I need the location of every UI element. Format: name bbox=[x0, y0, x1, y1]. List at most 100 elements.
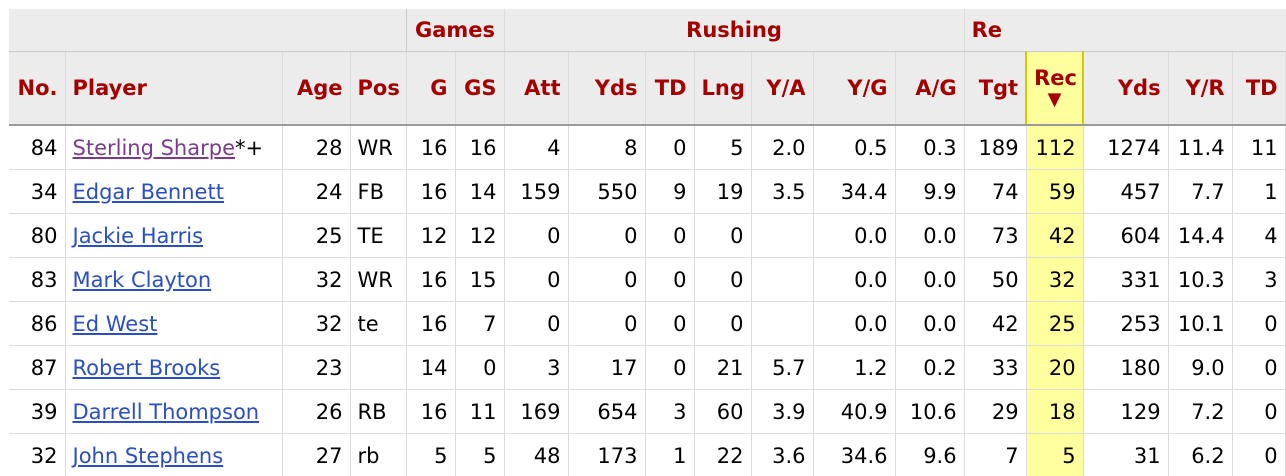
col-header-pos[interactable]: Pos bbox=[350, 51, 407, 126]
cell-rush-yds: 654 bbox=[568, 389, 646, 434]
col-header-no[interactable]: No. bbox=[9, 51, 66, 126]
cell-ya bbox=[751, 213, 814, 258]
col-header-player[interactable]: Player bbox=[65, 51, 283, 126]
cell-pos: WR bbox=[350, 125, 407, 170]
col-header-yr[interactable]: Y/R bbox=[1168, 51, 1233, 126]
cell-ag: 9.9 bbox=[895, 169, 965, 214]
cell-yg: 0.0 bbox=[813, 257, 896, 302]
cell-rec: 32 bbox=[1026, 257, 1084, 302]
cell-gs: 0 bbox=[455, 345, 505, 390]
cell-ya: 3.6 bbox=[751, 433, 814, 476]
cell-rush-yds: 550 bbox=[568, 169, 646, 214]
col-header-att[interactable]: Att bbox=[504, 51, 569, 126]
table-row: 87 Robert Brooks 23 14 0 3 17 0 21 5.7 1.2 0.2 33 20 1… bbox=[9, 345, 1286, 390]
col-header-tgt[interactable]: Tgt bbox=[964, 51, 1027, 126]
cell-yg: 34.6 bbox=[813, 433, 896, 476]
cell-age: 24 bbox=[282, 169, 351, 214]
cell-age: 26 bbox=[282, 389, 351, 434]
col-header-gs[interactable]: GS bbox=[455, 51, 505, 126]
cell-player: Sterling Sharpe*+ bbox=[65, 125, 283, 170]
col-header-rec-sorted[interactable]: Rec ▼ bbox=[1025, 51, 1085, 126]
table-row: 86 Ed West 32 te 16 7 0 0 0 0 0.0 0.0 42 25 253 10.1 0 bbox=[9, 301, 1286, 346]
sort-descending-icon: ▼ bbox=[1047, 89, 1062, 110]
cell-player: Mark Clayton bbox=[65, 257, 283, 302]
cell-att: 3 bbox=[504, 345, 569, 390]
cell-yr: 10.1 bbox=[1168, 301, 1233, 346]
col-header-rec-yds[interactable]: Yds bbox=[1083, 51, 1169, 126]
cell-rush-yds: 8 bbox=[568, 125, 646, 170]
cell-age: 32 bbox=[282, 301, 351, 346]
cell-no: 87 bbox=[9, 345, 66, 390]
col-header-age[interactable]: Age bbox=[282, 51, 351, 126]
col-header-rush-td[interactable]: TD bbox=[645, 51, 695, 126]
cell-rec: 25 bbox=[1026, 301, 1084, 346]
cell-g: 16 bbox=[406, 125, 456, 170]
cell-rec-td: 0 bbox=[1232, 345, 1286, 390]
cell-lng: 19 bbox=[694, 169, 752, 214]
cell-rec: 5 bbox=[1026, 433, 1084, 476]
cell-rec-td: 11 bbox=[1232, 125, 1286, 170]
cell-ya bbox=[751, 301, 814, 346]
col-header-lng[interactable]: Lng bbox=[694, 51, 752, 126]
table-row: 34 Edgar Bennett 24 FB 16 14 159 550 9 19 3.5 34.4 9… bbox=[9, 169, 1286, 214]
cell-att: 0 bbox=[504, 213, 569, 258]
col-header-yg[interactable]: Y/G bbox=[813, 51, 896, 126]
col-header-g[interactable]: G bbox=[406, 51, 456, 126]
cell-player: Darrell Thompson bbox=[65, 389, 283, 434]
group-header-row: Games Rushing Re bbox=[9, 9, 1286, 52]
cell-yr: 14.4 bbox=[1168, 213, 1233, 258]
cell-age: 27 bbox=[282, 433, 351, 476]
cell-rec-td: 4 bbox=[1232, 213, 1286, 258]
player-link[interactable]: Ed West bbox=[72, 311, 158, 336]
cell-gs: 16 bbox=[455, 125, 505, 170]
cell-ag: 0.0 bbox=[895, 257, 965, 302]
cell-rec-td: 0 bbox=[1232, 389, 1286, 434]
cell-gs: 15 bbox=[455, 257, 505, 302]
cell-rec: 112 bbox=[1026, 125, 1084, 170]
cell-ya: 3.5 bbox=[751, 169, 814, 214]
player-link[interactable]: Darrell Thompson bbox=[72, 399, 260, 424]
cell-tgt: 7 bbox=[964, 433, 1027, 476]
cell-yr: 10.3 bbox=[1168, 257, 1233, 302]
cell-player: Ed West bbox=[65, 301, 283, 346]
cell-lng: 0 bbox=[694, 301, 752, 346]
cell-gs: 7 bbox=[455, 301, 505, 346]
cell-ya: 2.0 bbox=[751, 125, 814, 170]
cell-lng: 22 bbox=[694, 433, 752, 476]
player-link[interactable]: Edgar Bennett bbox=[72, 179, 224, 204]
cell-g: 5 bbox=[406, 433, 456, 476]
col-header-rush-yds[interactable]: Yds bbox=[568, 51, 646, 126]
cell-att: 48 bbox=[504, 433, 569, 476]
cell-gs: 12 bbox=[455, 213, 505, 258]
cell-rush-td: 0 bbox=[645, 213, 695, 258]
cell-lng: 0 bbox=[694, 257, 752, 302]
cell-ag: 9.6 bbox=[895, 433, 965, 476]
col-header-ag[interactable]: A/G bbox=[895, 51, 965, 126]
cell-g: 16 bbox=[406, 389, 456, 434]
player-link[interactable]: Mark Clayton bbox=[72, 267, 212, 292]
cell-no: 34 bbox=[9, 169, 66, 214]
player-link[interactable]: Sterling Sharpe bbox=[72, 135, 236, 160]
cell-yg: 34.4 bbox=[813, 169, 896, 214]
table-row: 84 Sterling Sharpe*+ 28 WR 16 16 4 8 0 5 2.0 0.5 0.3… bbox=[9, 125, 1286, 170]
cell-no: 80 bbox=[9, 213, 66, 258]
cell-rush-td: 1 bbox=[645, 433, 695, 476]
cell-rush-yds: 17 bbox=[568, 345, 646, 390]
table-row: 39 Darrell Thompson 26 RB 16 11 169 654 3 60 3.9 40… bbox=[9, 389, 1286, 434]
player-link[interactable]: Jackie Harris bbox=[72, 223, 204, 248]
cell-rec-td: 1 bbox=[1232, 169, 1286, 214]
col-header-rec-td[interactable]: TD bbox=[1232, 51, 1286, 126]
cell-g: 16 bbox=[406, 257, 456, 302]
group-header-blank bbox=[9, 9, 407, 52]
column-header-row: No. Player Age Pos G GS Att Yds TD Lng Y… bbox=[9, 51, 1286, 126]
player-link[interactable]: John Stephens bbox=[72, 443, 224, 468]
cell-rec-td: 0 bbox=[1232, 301, 1286, 346]
cell-yr: 11.4 bbox=[1168, 125, 1233, 170]
cell-yr: 7.2 bbox=[1168, 389, 1233, 434]
cell-yg: 0.0 bbox=[813, 301, 896, 346]
col-header-ya[interactable]: Y/A bbox=[751, 51, 814, 126]
cell-rec: 59 bbox=[1026, 169, 1084, 214]
cell-g: 16 bbox=[406, 301, 456, 346]
player-link[interactable]: Robert Brooks bbox=[72, 355, 221, 380]
